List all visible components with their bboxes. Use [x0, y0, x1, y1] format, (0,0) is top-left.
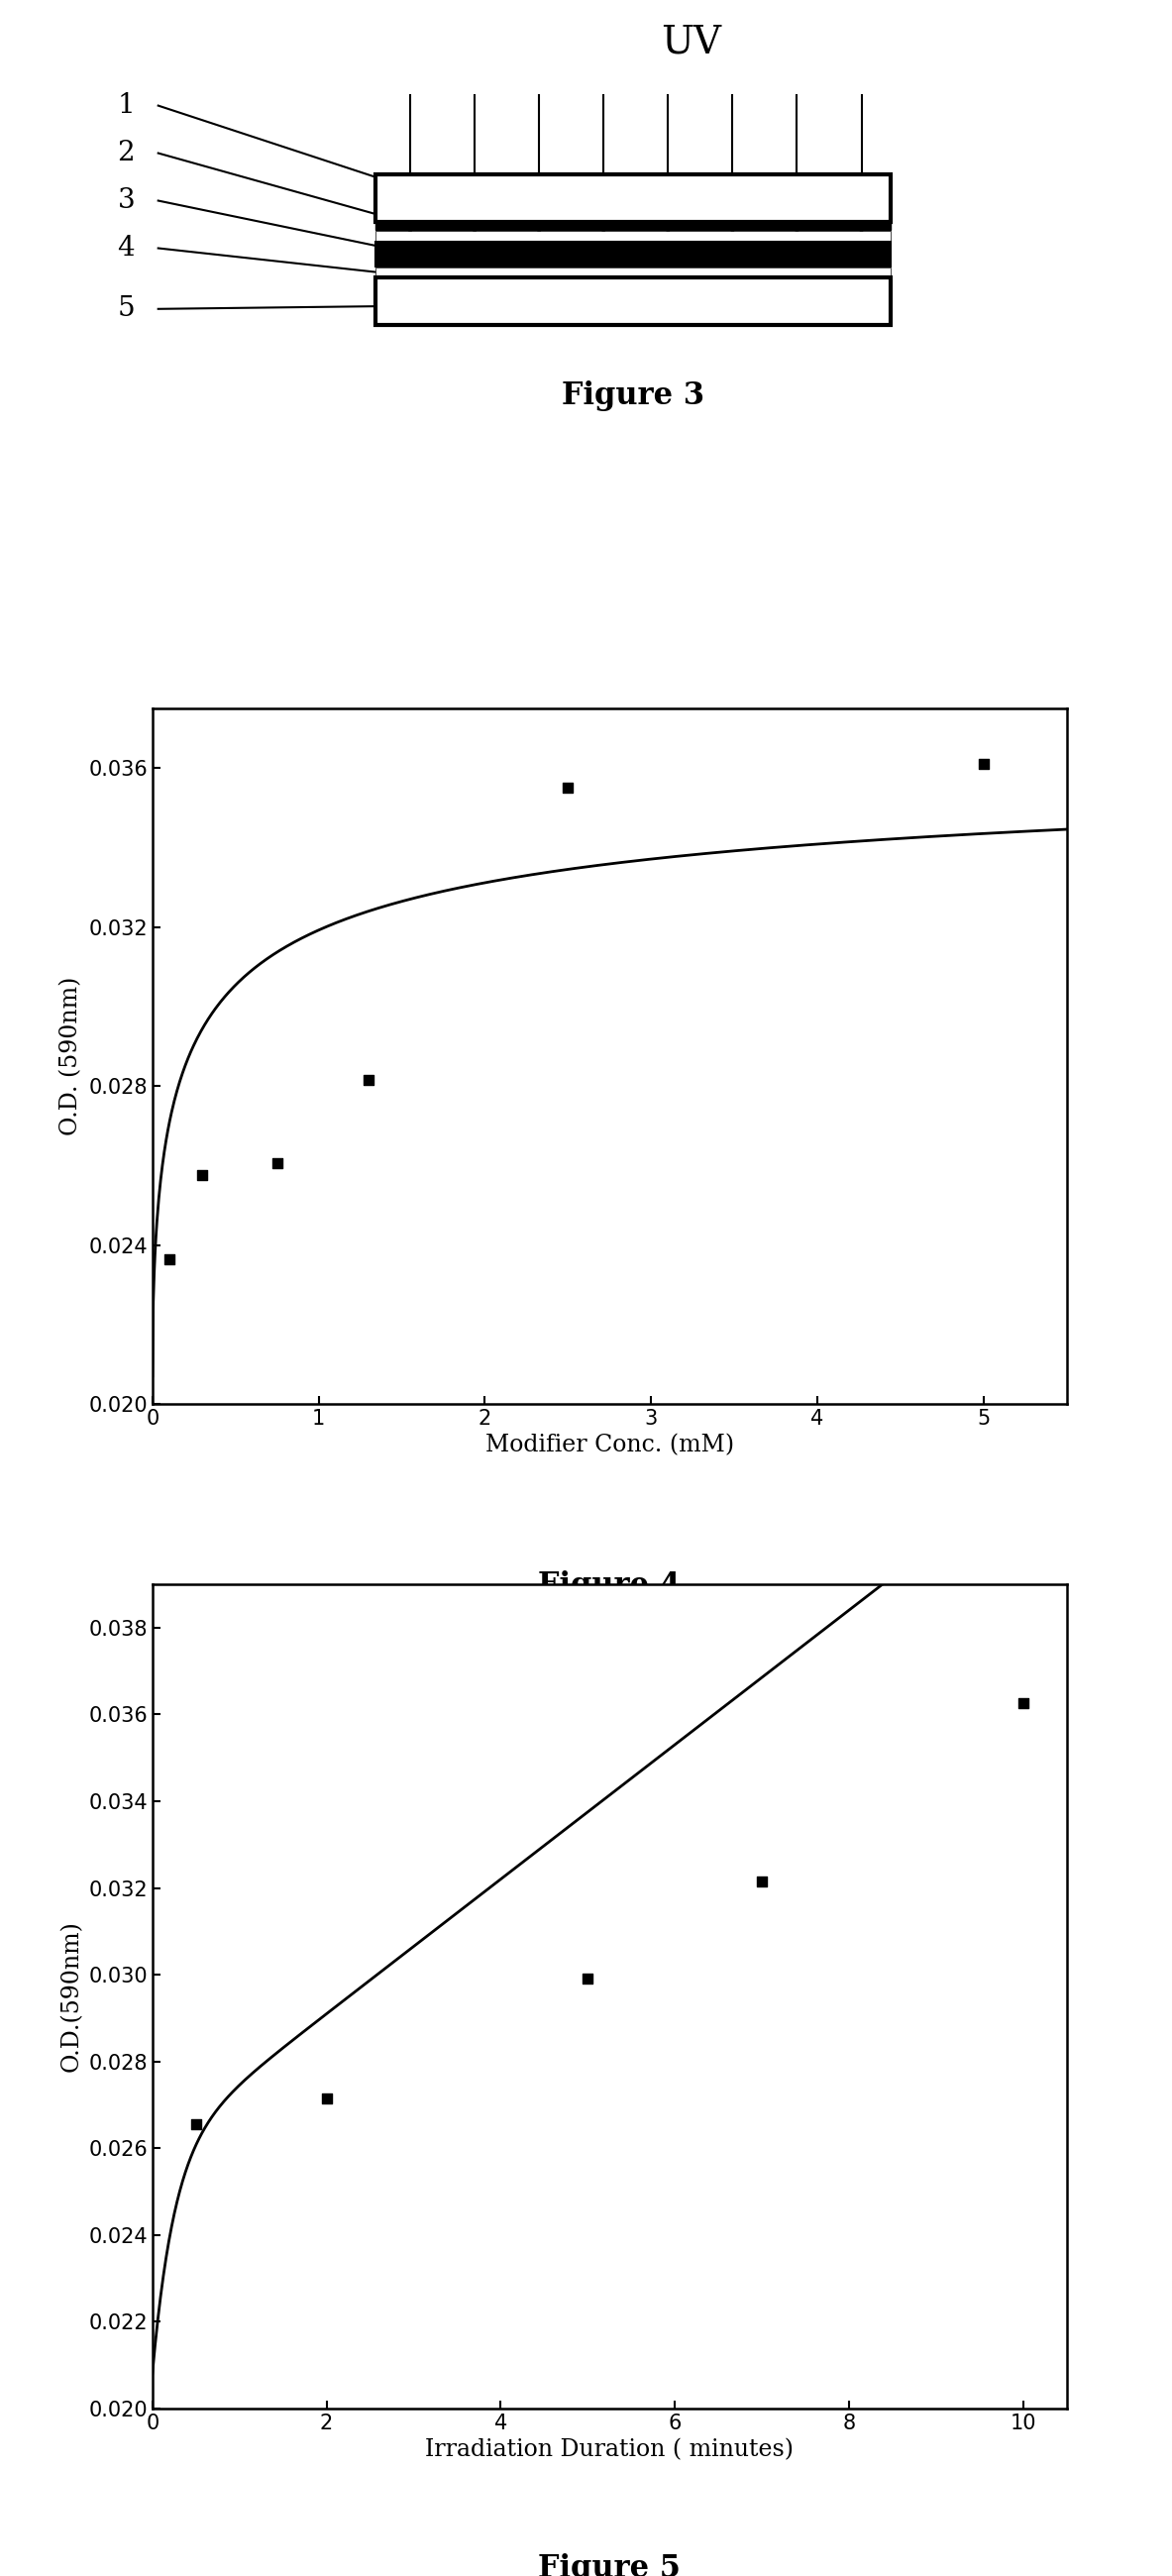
Text: 1: 1 [117, 93, 135, 118]
Bar [375, 278, 891, 325]
Y-axis label: O.D.(590nm): O.D.(590nm) [60, 1922, 83, 2071]
Bar [375, 232, 891, 240]
Bar [375, 242, 891, 268]
Point [193, 1154, 212, 1195]
Point [267, 1144, 286, 1185]
Point [752, 1860, 771, 1901]
Point [186, 2105, 205, 2146]
Text: 5: 5 [117, 296, 135, 322]
X-axis label: Modifier Conc. (mM): Modifier Conc. (mM) [485, 1435, 734, 1458]
Text: Figure 5: Figure 5 [538, 2553, 681, 2576]
Point [318, 2079, 336, 2120]
Point [359, 1059, 377, 1100]
Y-axis label: O.D. (590nm): O.D. (590nm) [60, 976, 83, 1136]
Point [1014, 1682, 1033, 1723]
Point [559, 768, 578, 809]
X-axis label: Irradiation Duration ( minutes): Irradiation Duration ( minutes) [425, 2439, 793, 2463]
Text: 3: 3 [117, 188, 135, 214]
Point [578, 1958, 597, 1999]
Point [974, 744, 993, 786]
Bar [375, 175, 891, 222]
Bar [375, 268, 891, 278]
Bar [375, 222, 891, 229]
Text: Figure 4: Figure 4 [538, 1571, 681, 1602]
Text: UV: UV [661, 23, 722, 62]
Text: Figure 3: Figure 3 [561, 381, 704, 412]
Point [159, 1239, 178, 1280]
Text: 2: 2 [117, 139, 135, 167]
Text: 4: 4 [117, 234, 135, 263]
